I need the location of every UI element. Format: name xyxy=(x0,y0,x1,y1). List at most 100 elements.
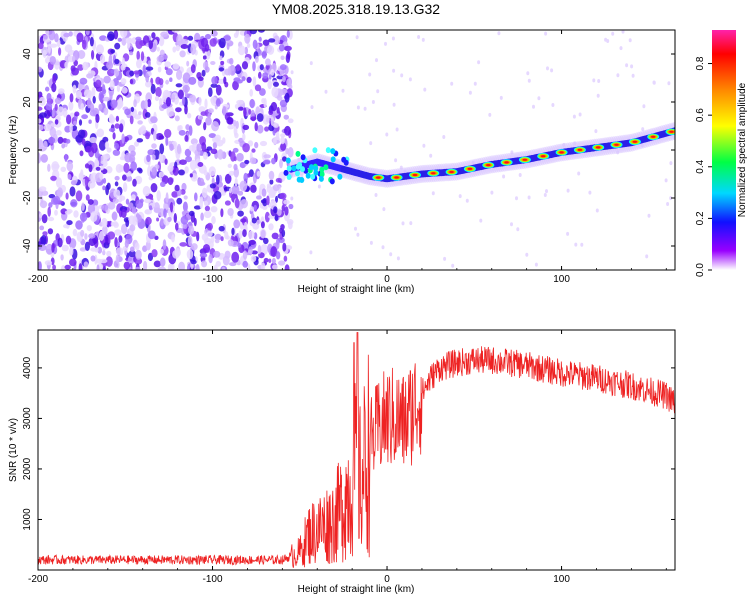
signal-turbulent-blob xyxy=(330,148,336,155)
noise-blob xyxy=(88,233,96,239)
noise-blob xyxy=(114,175,120,181)
faint-dot xyxy=(324,89,328,94)
faint-dot xyxy=(525,252,529,257)
noise-blob xyxy=(162,54,168,60)
faint-dot xyxy=(369,141,373,146)
noise-blob xyxy=(153,130,157,141)
noise-blob xyxy=(164,128,172,138)
noise-blob xyxy=(146,154,151,163)
noise-blob xyxy=(160,181,166,187)
faint-dot xyxy=(356,105,360,110)
colorbar-gradient xyxy=(712,30,736,270)
noise-blob xyxy=(119,123,124,133)
noise-blob xyxy=(275,195,278,203)
noise-blob xyxy=(130,150,136,157)
noise-blob xyxy=(268,38,276,43)
noise-blob xyxy=(239,180,248,192)
noise-blob xyxy=(38,106,43,111)
faint-dot xyxy=(310,105,314,110)
signal-turbulent-blob xyxy=(310,173,316,180)
noise-blob xyxy=(69,186,76,197)
noise-blob xyxy=(63,32,70,38)
noise-blob xyxy=(189,94,196,103)
noise-blob xyxy=(195,264,200,270)
noise-blob xyxy=(206,230,213,237)
noise-blob xyxy=(151,32,156,39)
noise-blob xyxy=(227,124,235,130)
noise-blob xyxy=(102,136,109,143)
noise-blob xyxy=(109,79,115,91)
noise-blob xyxy=(124,108,131,116)
noise-blob xyxy=(69,258,77,267)
faint-dot xyxy=(666,202,670,206)
noise-blob xyxy=(185,156,193,163)
noise-blob xyxy=(165,97,172,107)
signal-turbulent-blob xyxy=(283,169,289,176)
noise-blob xyxy=(188,125,193,136)
noise-blob xyxy=(151,166,157,176)
noise-blob xyxy=(47,216,55,222)
noise-blob xyxy=(262,204,268,210)
noise-blob xyxy=(150,116,158,124)
noise-blob xyxy=(104,141,109,150)
noise-blob xyxy=(165,136,169,147)
noise-blob xyxy=(261,98,266,104)
noise-blob xyxy=(45,102,53,111)
noise-blob xyxy=(188,210,195,217)
noise-blob xyxy=(188,144,196,152)
signal-hotspot-peak xyxy=(596,146,601,149)
noise-blob xyxy=(231,227,235,236)
noise-blob xyxy=(252,39,258,49)
noise-blob xyxy=(209,183,216,189)
noise-blob xyxy=(135,266,141,270)
noise-blob xyxy=(275,177,282,183)
noise-blob xyxy=(158,35,165,47)
faint-dot xyxy=(317,184,321,189)
noise-blob xyxy=(243,107,247,118)
noise-blob xyxy=(262,198,268,207)
noise-blob xyxy=(128,144,136,153)
noise-blob xyxy=(220,60,225,66)
noise-blob xyxy=(228,187,232,194)
noise-blob xyxy=(276,208,282,216)
noise-blob xyxy=(211,121,220,132)
noise-blob xyxy=(64,44,73,53)
colorbar: 0.0 0.2 0.4 0.6 0.8 Normalized spectral ampl… xyxy=(695,30,748,277)
noise-blob xyxy=(229,262,237,267)
noise-blob xyxy=(256,170,261,177)
noise-blob xyxy=(81,202,85,211)
noise-blob xyxy=(232,80,239,91)
noise-blob xyxy=(262,160,271,165)
noise-blob xyxy=(135,38,143,49)
noise-blob xyxy=(57,237,63,248)
noise-blob xyxy=(277,95,283,101)
signal-turbulent-blob xyxy=(295,150,301,157)
noise-blob xyxy=(158,78,164,86)
noise-blob xyxy=(244,159,250,165)
noise-blob xyxy=(131,194,136,201)
noise-blob xyxy=(285,53,291,64)
spectrogram-y-ticks: -40 -20 0 20 40 xyxy=(22,48,675,253)
noise-blob xyxy=(232,147,239,153)
noise-blob xyxy=(118,235,123,243)
noise-blob xyxy=(64,264,71,270)
noise-blob xyxy=(140,51,145,62)
noise-blob xyxy=(132,178,137,187)
y-tick-label: 20 xyxy=(22,96,33,108)
faint-dot xyxy=(625,63,629,68)
noise-blob xyxy=(95,113,100,123)
noise-blob xyxy=(118,165,126,172)
signal-turbulent-blob xyxy=(285,157,291,164)
noise-blob xyxy=(202,244,211,253)
faint-dot xyxy=(621,30,625,34)
signal-turbulent-blob xyxy=(296,176,302,183)
faint-dot xyxy=(572,114,576,119)
noise-blob xyxy=(167,263,173,270)
noise-blob xyxy=(48,194,56,199)
noise-blob xyxy=(226,42,230,50)
faint-dot xyxy=(543,193,547,197)
noise-blob xyxy=(214,238,220,244)
noise-blob xyxy=(107,31,115,41)
noise-blob xyxy=(89,110,98,117)
noise-blob xyxy=(240,218,247,223)
